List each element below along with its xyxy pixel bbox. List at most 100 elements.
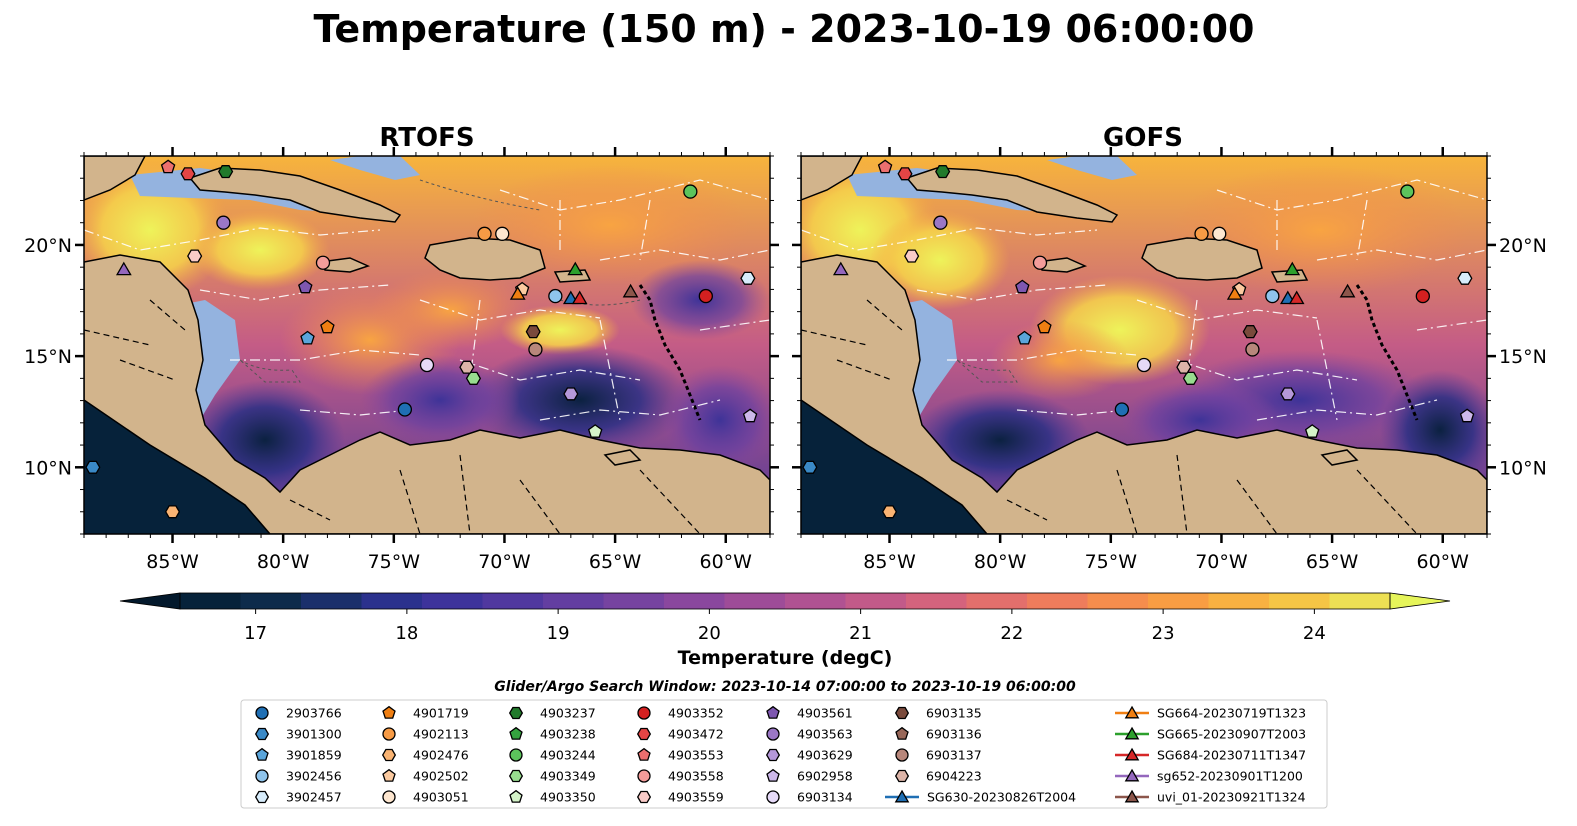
legend-label: 6904223 xyxy=(926,769,982,784)
legend-label: 4903244 xyxy=(540,748,596,763)
obs-marker-4903629 xyxy=(563,387,579,401)
panel-title-rtofs: RTOFS xyxy=(379,123,474,153)
obs-marker-4903563 xyxy=(933,215,948,230)
y-tick-label: 10°N xyxy=(24,457,72,479)
legend-marker-4903350 xyxy=(509,789,523,803)
x-tick-label: 60°W xyxy=(700,551,753,573)
colorbar-bin xyxy=(482,593,544,609)
obs-marker-SG665-20230907T2003 xyxy=(567,261,584,276)
obs-marker-4901719 xyxy=(1037,319,1052,334)
legend-marker-SG664-20230719T1323 xyxy=(1124,705,1140,719)
colorbar-ticks: 17 18 19 20 21 22 23 24 xyxy=(244,609,1326,644)
obs-marker-4903559 xyxy=(904,249,920,263)
obs-marker-uvi_01-20230921T1324 xyxy=(622,283,639,298)
legend-label: 6903135 xyxy=(926,706,982,721)
obs-marker-6903137 xyxy=(1245,342,1260,357)
legend-label: sg652-20230901T1200 xyxy=(1157,769,1303,784)
obs-marker-4903244 xyxy=(1400,184,1415,199)
colorbar-bin xyxy=(966,593,1028,609)
colorbar-bin xyxy=(845,593,907,609)
x-tick-label: 70°W xyxy=(1195,551,1248,573)
obs-marker-4903350 xyxy=(587,424,603,438)
obs-marker-4902113 xyxy=(1194,226,1209,241)
map-frame-rtofs xyxy=(83,155,771,535)
legend-label: 6903136 xyxy=(926,727,982,742)
x-tick-label: 75°W xyxy=(1085,551,1138,573)
legend-marker-SG684-20230711T1347 xyxy=(1124,747,1140,761)
legend-marker-3902456 xyxy=(255,769,269,783)
figure-title: Temperature (150 m) - 2023-10-19 06:00:0… xyxy=(313,7,1254,51)
legend-marker-4902502 xyxy=(382,768,396,782)
obs-marker-4902113 xyxy=(477,226,492,241)
legend-marker-4903561 xyxy=(766,705,780,719)
colorbar-bins xyxy=(180,593,1391,609)
legend-label: SG630-20230826T2004 xyxy=(927,790,1076,805)
legend-marker-4903237 xyxy=(508,706,524,720)
obs-marker-4902476 xyxy=(881,505,898,519)
legend-label: 4903629 xyxy=(797,748,853,763)
colorbar-frame xyxy=(179,592,1391,610)
legend-marker-6903136 xyxy=(895,726,909,740)
legend-label: SG664-20230719T1323 xyxy=(1157,706,1306,721)
map-area-rtofs xyxy=(84,156,770,534)
legend-label: 4903352 xyxy=(668,706,724,721)
legend-marker-6903134 xyxy=(766,790,780,804)
legend-label: 3901859 xyxy=(286,748,342,763)
x-tick-label: 85°W xyxy=(863,551,916,573)
legend-label: 4902113 xyxy=(413,727,469,742)
legend-label: 4903558 xyxy=(668,769,724,784)
obs-marker-4903472 xyxy=(897,167,913,181)
obs-marker-4903244 xyxy=(683,184,698,199)
legend-label: 3902456 xyxy=(286,769,342,784)
obs-marker-6904223 xyxy=(1176,360,1192,374)
legend-label: 6903137 xyxy=(926,748,982,763)
obs-marker-4901719 xyxy=(320,319,335,334)
obs-marker-4903051 xyxy=(495,226,510,241)
colorbar-tick-label: 17 xyxy=(244,623,267,644)
legend-label: 4902502 xyxy=(413,769,469,784)
legend-label: 4903238 xyxy=(540,727,596,742)
colorbar-tick-label: 21 xyxy=(849,623,872,644)
axes-rtofs: 85°W 80°W 75°W 70°W 65°W 60°W 10°N 15°N 20°N xyxy=(24,147,779,573)
axes-gofs: 85°W 80°W 75°W 70°W 65°W 60°W 10°N 15°N 20°N xyxy=(792,147,1547,573)
x-tick-label: 80°W xyxy=(257,551,310,573)
legend-label: 4903559 xyxy=(668,790,724,805)
obs-marker-6903135 xyxy=(1242,325,1258,339)
colorbar-bin xyxy=(1027,593,1089,609)
colorbar-bin xyxy=(1208,593,1270,609)
obs-marker-4903561 xyxy=(1015,279,1030,294)
obs-marker-4903349 xyxy=(1182,371,1199,385)
legend-label: 6902958 xyxy=(797,769,853,784)
legend-marker-3901300 xyxy=(254,727,270,741)
map-frame-gofs xyxy=(800,155,1488,535)
obs-marker-uvi_01-20230921T1324 xyxy=(1339,283,1356,298)
legend-marker-4903352 xyxy=(637,706,651,720)
obs-marker-3902457 xyxy=(740,271,756,285)
legend-label: 4901719 xyxy=(413,706,469,721)
legend-marker-4903563 xyxy=(766,727,780,741)
colorbar-bin xyxy=(240,593,302,609)
legend-marker-6903135 xyxy=(894,706,910,720)
legend-label: 4903472 xyxy=(668,727,724,742)
obs-marker-6904223 xyxy=(459,360,475,374)
x-tick-label: 85°W xyxy=(146,551,199,573)
obs-marker-4903561 xyxy=(298,279,313,294)
legend-marker-3902457 xyxy=(254,790,270,804)
obs-marker-SG664-20230719T1323 xyxy=(1226,286,1243,300)
x-tick-label: 70°W xyxy=(478,551,531,573)
legend-marker-4903559 xyxy=(636,790,652,804)
x-tick-label: 65°W xyxy=(1306,551,1359,573)
obs-marker-2903766 xyxy=(397,402,413,417)
colorbar-bin xyxy=(664,593,726,609)
obs-marker-6902958 xyxy=(742,408,758,423)
legend-marker-SG630-20230826T2004 xyxy=(894,789,910,803)
obs-marker-4903472 xyxy=(180,167,196,181)
legend-marker-6904223 xyxy=(894,769,910,783)
obs-marker-4902476 xyxy=(164,505,181,519)
legend-label: 6903134 xyxy=(797,790,853,805)
x-tick-label: 60°W xyxy=(1417,551,1470,573)
legend-label: 3902457 xyxy=(286,790,342,805)
colorbar-bin xyxy=(906,593,968,609)
panel-title-gofs: GOFS xyxy=(1103,123,1183,153)
